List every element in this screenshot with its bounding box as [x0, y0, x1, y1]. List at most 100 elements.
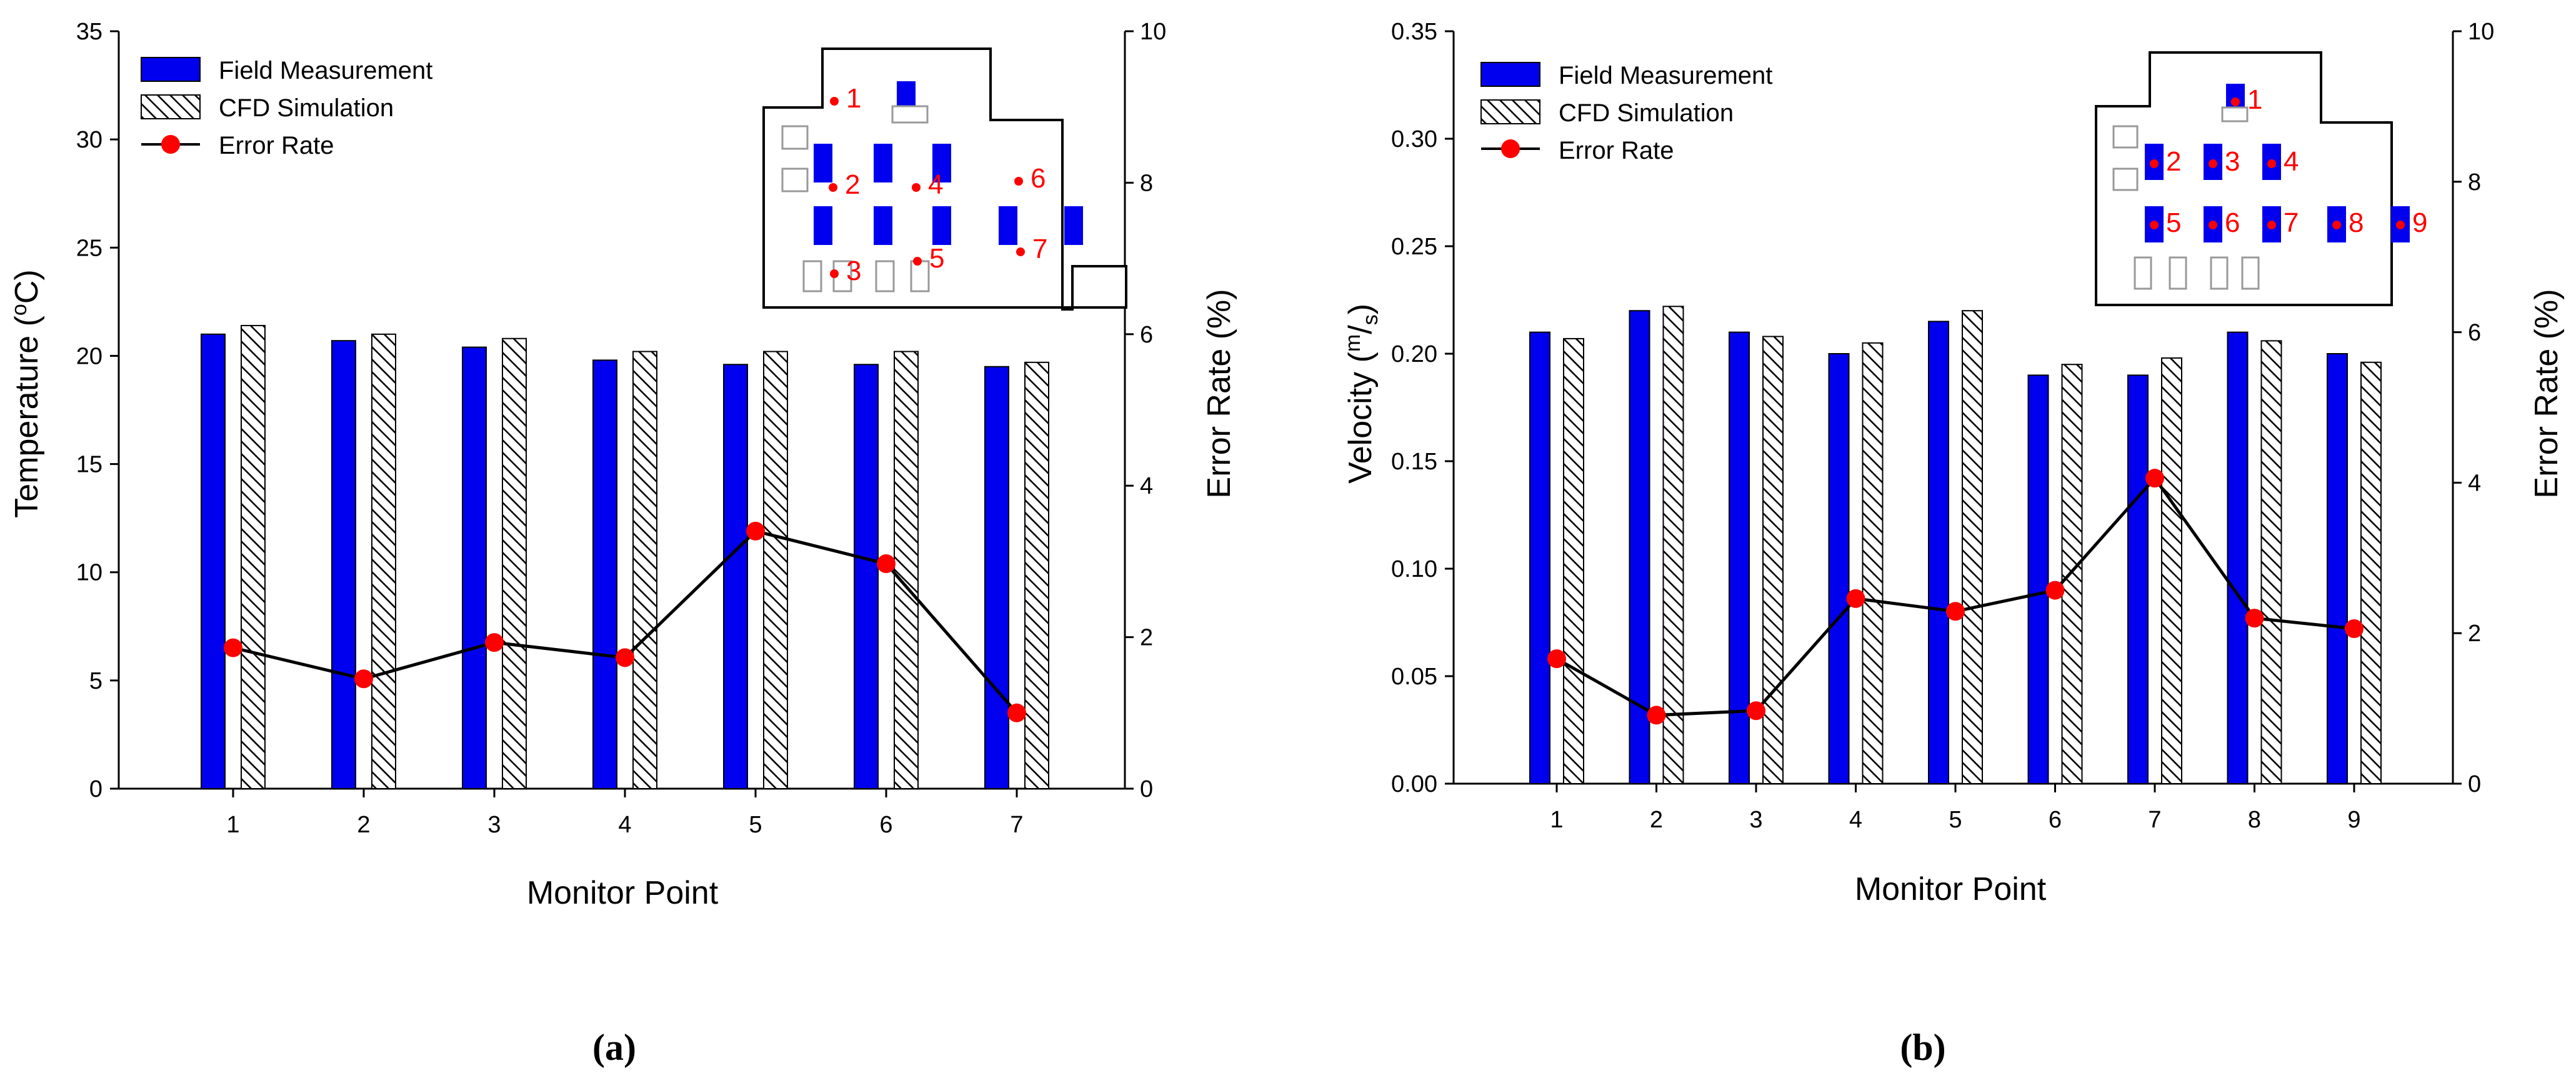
y-tick-label: 20 — [76, 343, 102, 369]
x-tick-label: 8 — [2248, 807, 2261, 833]
svg-text:7: 7 — [2284, 207, 2299, 238]
bar-cfd-simulation — [2161, 357, 2182, 784]
error-rate-point — [746, 521, 765, 541]
bar-field-measurement — [1529, 331, 1550, 784]
svg-text:2: 2 — [845, 169, 860, 200]
bar-cfd-simulation — [1762, 336, 1784, 784]
bar-cfd-simulation — [894, 351, 919, 789]
x-tick-label: 3 — [487, 812, 501, 838]
bar-cfd-simulation — [2061, 364, 2083, 784]
y-tick-label: 0.25 — [1391, 234, 1437, 260]
y-tick-label: 0.10 — [1391, 556, 1437, 582]
legend-cfd-swatch — [1480, 99, 1540, 124]
legend-error-marker — [161, 135, 180, 154]
chart-a-y-axis-title: Temperature (oC) — [7, 269, 45, 517]
bar-cfd-simulation — [241, 324, 266, 789]
svg-text:7: 7 — [1032, 234, 1047, 264]
bar-cfd-simulation — [1862, 342, 1884, 784]
x-tick-label: 3 — [1749, 807, 1762, 833]
x-tick-label: 7 — [1010, 812, 1023, 838]
bar-field-measurement — [1928, 321, 1949, 784]
bar-cfd-simulation — [2360, 361, 2382, 784]
y-tick-label: 35 — [76, 19, 102, 45]
y-tick-label: 0.20 — [1391, 341, 1437, 367]
bar-cfd-simulation — [371, 333, 396, 789]
svg-text:3: 3 — [846, 256, 861, 286]
error-rate-point — [2045, 581, 2065, 600]
bar-field-measurement — [1629, 310, 1650, 784]
y2-tick-label: 0 — [2468, 771, 2481, 797]
chart-b-y-axis-title: Velocity (m/s) — [1341, 304, 1382, 484]
y2-tick-label: 0 — [1140, 776, 1153, 802]
chart-a-plot-area — [117, 31, 1126, 790]
bar-field-measurement — [462, 346, 487, 789]
y-tick-label: 0.35 — [1391, 19, 1437, 45]
x-tick-label: 7 — [2148, 807, 2161, 833]
error-rate-point — [485, 633, 504, 652]
bar-cfd-simulation — [763, 351, 788, 789]
x-tick-label: 1 — [226, 812, 239, 838]
y-tick-label: 0 — [89, 776, 102, 802]
inset-b-empty-seats — [2112, 106, 2260, 290]
chart-a-legend: Field Measurement CFD Simulation Error R… — [141, 57, 432, 159]
svg-text:9: 9 — [2412, 207, 2427, 238]
error-rate-point — [2245, 609, 2264, 628]
y2-tick-label: 8 — [2468, 169, 2481, 196]
chart-a-inset-floorplan: 1 2 3 4 5 6 7 — [762, 47, 1127, 311]
y2-tick-label: 6 — [2468, 320, 2481, 346]
chart-b-error-line — [1547, 469, 2364, 725]
chart-b-x-axis-title: Monitor Point — [1855, 871, 2047, 907]
bar-cfd-simulation — [1962, 310, 1983, 784]
error-rate-point — [1946, 602, 1965, 621]
bar-field-measurement — [2127, 374, 2149, 784]
chart-b: 0.00 0.05 0.10 0.15 0.20 0.25 0.30 0.35 0 2 4 6 8 10 1… — [1341, 19, 2565, 1068]
chart-a-error-line — [224, 521, 1026, 722]
svg-text:4: 4 — [2284, 146, 2299, 177]
bar-field-measurement — [201, 333, 226, 789]
x-tick-label: 4 — [1849, 807, 1862, 833]
legend-field-swatch — [141, 57, 201, 82]
legend-cfd-label: CFD Simulation — [1559, 99, 1734, 127]
legend-error-label: Error Rate — [219, 132, 334, 159]
svg-text:3: 3 — [2225, 146, 2240, 177]
error-rate-point — [616, 648, 634, 667]
svg-text:8: 8 — [2349, 207, 2364, 238]
bar-field-measurement — [592, 359, 617, 789]
svg-text:4: 4 — [928, 169, 943, 200]
chart-b-bars — [1529, 306, 2382, 784]
x-tick-label: 2 — [1650, 807, 1663, 833]
inset-a-monitor-points: 1 2 3 4 5 6 7 — [829, 83, 1047, 286]
chart-b-inset-floorplan: 1 2 3 4 5 6 7 8 9 — [2095, 51, 2427, 306]
y-tick-label: 0.05 — [1391, 664, 1437, 690]
legend-error-label: Error Rate — [1559, 137, 1674, 164]
y-tick-label: 10 — [76, 560, 102, 586]
legend-cfd-swatch — [141, 94, 201, 119]
bar-cfd-simulation — [1662, 306, 1684, 784]
svg-text:1: 1 — [2247, 84, 2262, 115]
y-tick-label: 30 — [76, 127, 102, 153]
chart-a-y2-axis-title: Error Rate (%) — [1201, 289, 1237, 498]
error-rate-point — [1747, 701, 1765, 721]
bar-field-measurement — [331, 340, 356, 789]
y2-tick-label: 6 — [1140, 322, 1153, 348]
bar-cfd-simulation — [2260, 340, 2282, 784]
chart-b-plot-area — [1452, 31, 2454, 785]
x-tick-label: 9 — [2347, 807, 2360, 833]
legend-field-label: Field Measurement — [1559, 62, 1772, 89]
error-rate-point — [1846, 589, 1865, 608]
y2-tick-label: 2 — [2468, 621, 2481, 647]
bar-cfd-simulation — [1024, 361, 1049, 789]
bar-field-measurement — [2327, 353, 2348, 784]
error-rate-point — [354, 669, 373, 689]
inset-a-empty-seats — [781, 105, 930, 292]
y2-tick-label: 2 — [1140, 625, 1153, 651]
y-tick-label: 5 — [89, 668, 102, 694]
chart-a-bars — [201, 324, 1049, 789]
bar-field-measurement — [984, 366, 1009, 789]
svg-text:1: 1 — [846, 83, 861, 114]
y-tick-label: 0.15 — [1391, 449, 1437, 475]
svg-text:5: 5 — [929, 243, 944, 274]
legend-cfd-label: CFD Simulation — [219, 94, 394, 122]
